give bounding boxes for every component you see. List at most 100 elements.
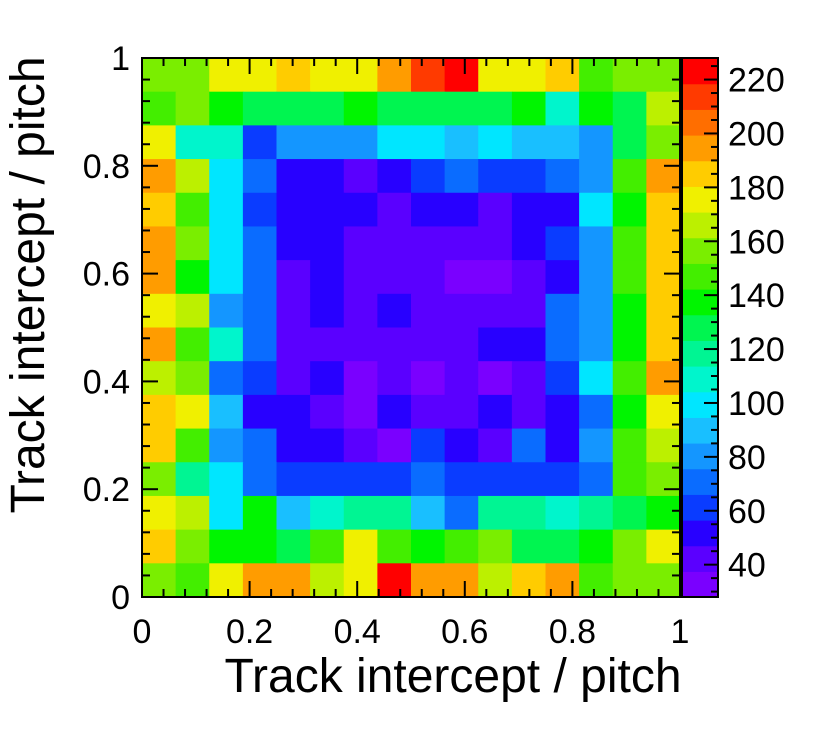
heatmap-cell	[343, 529, 378, 564]
heatmap-cell	[242, 159, 278, 194]
heatmap-cell	[209, 495, 244, 531]
heatmap-cell	[310, 529, 345, 564]
heatmap-cell	[310, 260, 345, 295]
heatmap-cell	[209, 394, 244, 430]
colorbar-tick-label: 100	[728, 385, 785, 423]
heatmap-cell	[242, 327, 278, 362]
y-axis-title: Track intercept / pitch	[2, 56, 55, 513]
heatmap-cell	[343, 361, 378, 396]
heatmap-cell	[377, 260, 412, 295]
heatmap-cell	[612, 159, 647, 194]
heatmap-cell	[343, 260, 378, 295]
colorbar-swatch	[682, 212, 718, 239]
heatmap-cell	[175, 159, 210, 194]
heatmap-cell	[545, 226, 580, 261]
heatmap-cell	[612, 192, 647, 228]
heatmap-cell	[579, 159, 614, 194]
heatmap-cell	[310, 327, 345, 362]
heatmap-cell	[545, 462, 580, 497]
heatmap-cell	[377, 529, 412, 564]
heatmap-cell	[612, 260, 647, 295]
heatmap-cell	[209, 58, 244, 93]
heatmap-cell	[411, 428, 446, 463]
heatmap-cell	[612, 495, 647, 531]
heatmap-cell	[209, 462, 244, 497]
colorbar-tick-label: 220	[728, 62, 785, 100]
colorbar-tick-label: 80	[728, 439, 766, 477]
colorbar-swatch	[682, 186, 718, 213]
heatmap-cell	[310, 361, 345, 396]
heatmap-cell	[511, 428, 547, 463]
heatmap-cell	[142, 394, 177, 430]
heatmap-cell	[242, 226, 278, 261]
heatmap-cell	[511, 529, 547, 564]
heatmap-cell	[478, 495, 513, 531]
heatmap-cell	[444, 260, 479, 295]
heatmap-cell	[377, 563, 412, 598]
heatmap-cell	[276, 361, 311, 396]
heatmap-cell	[343, 428, 378, 463]
y-tick-label: 0.2	[83, 471, 130, 509]
heatmap-cell	[411, 361, 446, 396]
heatmap-cell	[343, 192, 378, 228]
heatmap-cell	[310, 495, 345, 531]
heatmap-cell	[646, 529, 681, 564]
heatmap-cell	[444, 394, 479, 430]
heatmap-cell	[175, 260, 210, 295]
heatmap-cell	[377, 428, 412, 463]
heatmap-cell	[276, 125, 311, 160]
heatmap-cell	[579, 394, 614, 430]
heatmap-cell	[242, 125, 278, 160]
heatmap-cell	[411, 226, 446, 261]
heatmap-cell	[310, 91, 345, 126]
heatmap-cell	[242, 428, 278, 463]
heatmap-cell	[478, 394, 513, 430]
heatmap-cell	[478, 462, 513, 497]
heatmap-cell	[142, 91, 177, 126]
heatmap-cell	[411, 293, 446, 329]
heatmap-cell	[377, 293, 412, 329]
heatmap-cell	[209, 192, 244, 228]
colorbar: 40 60 80 100 120 140 160 180 200 220	[681, 57, 785, 598]
heatmap-cell	[646, 495, 681, 531]
heatmap-cell	[612, 361, 647, 396]
heatmap-cell	[579, 293, 614, 329]
heatmap-cell	[343, 58, 378, 93]
heatmap-cell	[343, 563, 378, 598]
heatmap-cell	[310, 226, 345, 261]
heatmap-cell	[444, 226, 479, 261]
heatmap-cell	[545, 361, 580, 396]
heatmap-cell	[478, 91, 513, 126]
x-tick-label: 0	[133, 613, 152, 651]
heatmap-cell	[478, 159, 513, 194]
y-tick-label: 1	[111, 40, 130, 78]
heatmap-cell	[511, 159, 547, 194]
x-tick-label: 1	[671, 613, 690, 651]
heatmap-cell	[377, 226, 412, 261]
heatmap-cell	[545, 394, 580, 430]
colorbar-tick-label: 120	[728, 331, 785, 369]
heatmap-cell	[377, 58, 412, 93]
heatmap-cell	[612, 529, 647, 564]
heatmap-cell	[175, 563, 210, 598]
heatmap-cell	[142, 327, 177, 362]
heatmap-cell	[612, 91, 647, 126]
heatmap-cell	[175, 428, 210, 463]
colorbar-tick-label: 180	[728, 169, 785, 207]
heatmap-cell	[142, 226, 177, 261]
x-axis-title: Track intercept / pitch	[224, 650, 681, 703]
heatmap-cell	[612, 428, 647, 463]
heatmap-cell	[310, 293, 345, 329]
heatmap-cell	[377, 394, 412, 430]
heatmap-cell	[276, 462, 311, 497]
heatmap-cell	[310, 192, 345, 228]
heatmap-cell	[411, 327, 446, 362]
heatmap-cell	[310, 394, 345, 430]
heatmap-cell	[411, 125, 446, 160]
heatmap-cell	[612, 462, 647, 497]
heatmap-cell	[411, 462, 446, 497]
heatmap-cell	[478, 361, 513, 396]
heatmap-cell	[579, 529, 614, 564]
heatmap-cell	[579, 327, 614, 362]
